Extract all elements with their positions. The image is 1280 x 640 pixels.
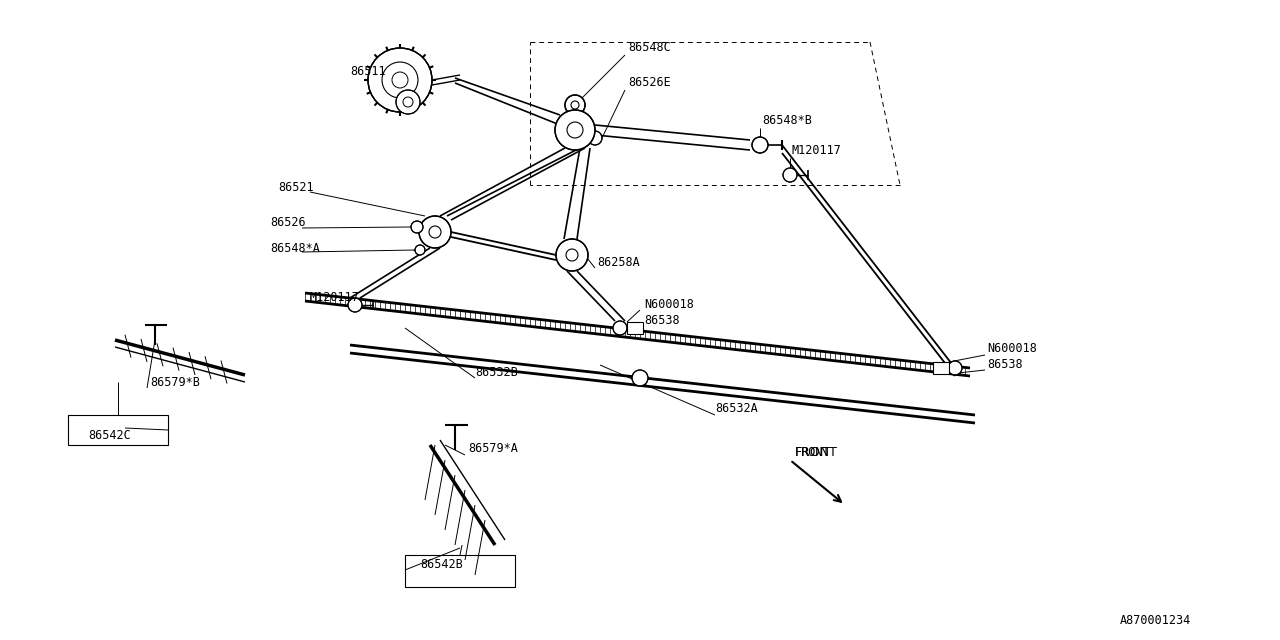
Circle shape [632,370,648,386]
Text: 86526E: 86526E [628,76,671,88]
Circle shape [948,361,963,375]
Text: 86511: 86511 [349,65,385,77]
Text: 86532B: 86532B [475,365,517,378]
Text: FRONT: FRONT [795,445,831,458]
Text: 86538: 86538 [987,358,1023,371]
Circle shape [556,239,588,271]
Bar [627,322,643,334]
Bar [68,415,168,445]
Text: FRONT: FRONT [795,445,838,458]
Circle shape [588,131,602,145]
Circle shape [613,321,627,335]
Circle shape [415,245,425,255]
Text: 86548C: 86548C [628,40,671,54]
Circle shape [419,216,451,248]
Text: 86258A: 86258A [596,255,640,269]
Bar [933,362,948,374]
Circle shape [753,137,768,153]
Text: N600018: N600018 [644,298,694,310]
Circle shape [348,298,362,312]
Text: 86521: 86521 [278,180,314,193]
Text: 86538: 86538 [644,314,680,326]
Circle shape [556,110,595,150]
Text: 86548*A: 86548*A [270,241,320,255]
Text: M120117: M120117 [310,291,360,303]
Text: 86526: 86526 [270,216,306,228]
Text: A870001234: A870001234 [1120,614,1192,627]
Circle shape [564,95,585,115]
Circle shape [411,221,422,233]
Text: 86579*A: 86579*A [468,442,518,454]
Text: 86532A: 86532A [716,401,758,415]
Text: N600018: N600018 [987,342,1037,355]
Text: M120117: M120117 [792,143,842,157]
Circle shape [783,168,797,182]
Circle shape [369,48,433,112]
Bar [404,555,515,587]
Text: 86548*B: 86548*B [762,113,812,127]
Circle shape [396,90,420,114]
Text: 86542C: 86542C [88,429,131,442]
Text: 86542B: 86542B [420,559,463,572]
Text: 86579*B: 86579*B [150,376,200,388]
